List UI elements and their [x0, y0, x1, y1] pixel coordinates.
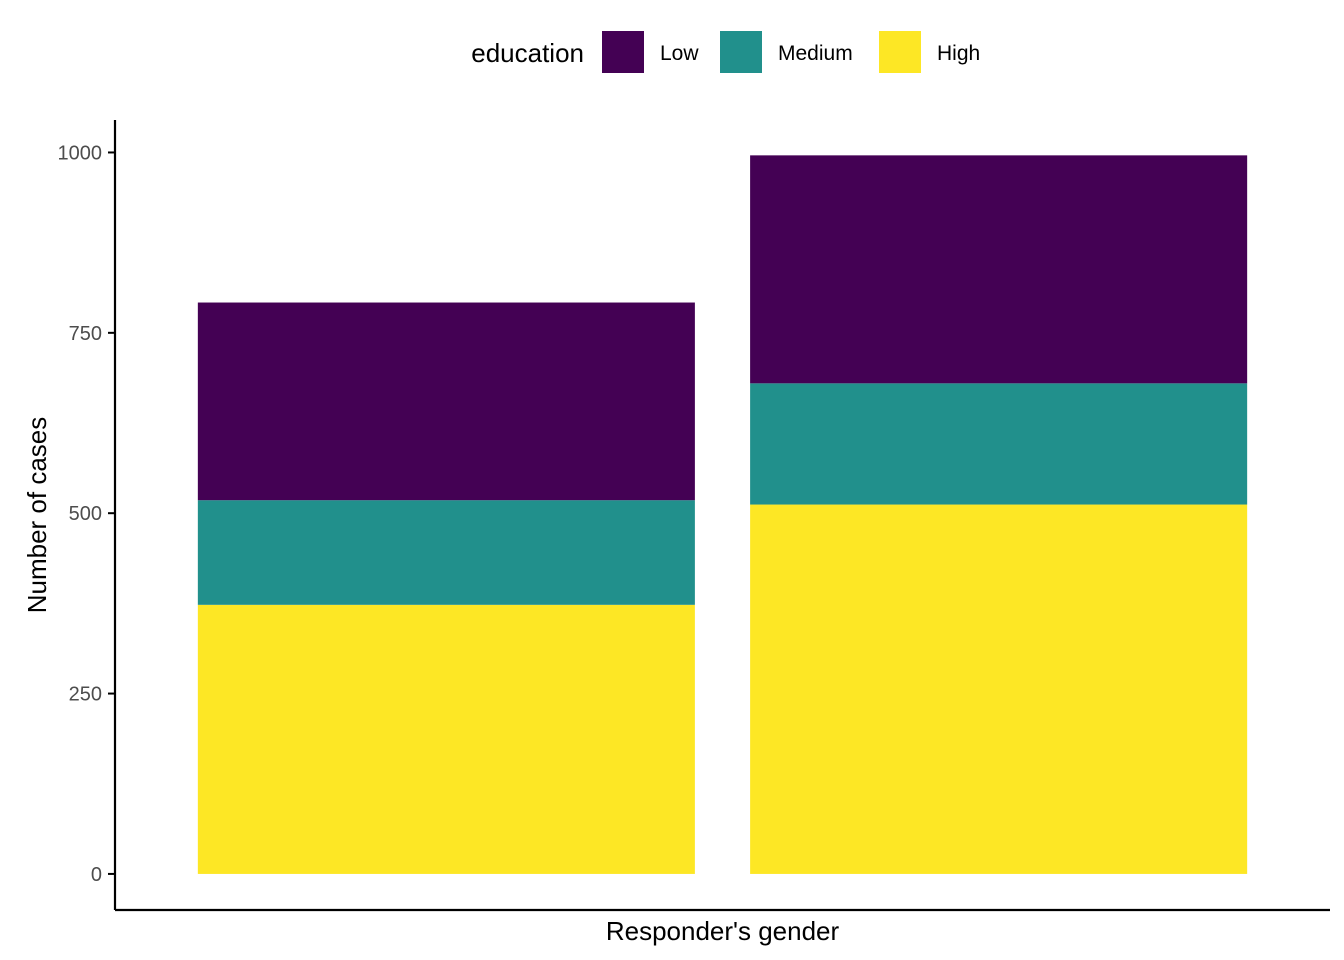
bar-medium-2 [750, 383, 1248, 505]
y-axis: 0 250 500 750 1000 [58, 120, 117, 910]
legend-label-low: Low [660, 42, 699, 65]
x-axis-title: Responder's gender [606, 916, 840, 946]
bar-high-1 [197, 604, 695, 874]
y-tick-label: 1000 [58, 142, 103, 164]
y-axis-title: Number of cases [22, 417, 52, 614]
y-tick-label: 0 [91, 864, 102, 886]
legend-label-medium: Medium [778, 42, 853, 65]
legend-key-low [602, 31, 644, 73]
bars [197, 155, 1248, 874]
bar-medium-1 [197, 500, 695, 605]
legend-label-high: High [937, 42, 980, 65]
legend: education Low Medium High [471, 31, 980, 73]
legend-title: education [471, 38, 584, 68]
y-tick-label: 750 [69, 323, 102, 345]
bar-high-2 [750, 504, 1248, 874]
legend-key-high [879, 31, 921, 73]
bar-low-2 [750, 155, 1248, 384]
y-tick-label: 500 [69, 503, 102, 525]
legend-key-medium [720, 31, 762, 73]
bar-low-1 [197, 302, 695, 501]
y-tick-label: 250 [69, 684, 102, 706]
